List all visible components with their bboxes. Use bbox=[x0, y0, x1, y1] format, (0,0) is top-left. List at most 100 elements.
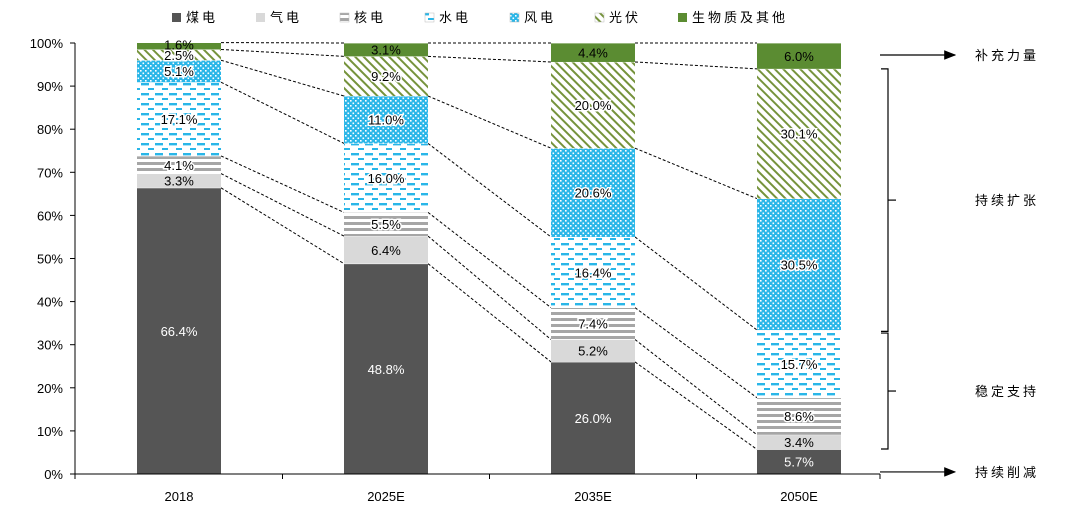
x-tick-label: 2035E bbox=[574, 489, 612, 504]
bar-segment-solar-2025e bbox=[344, 56, 428, 97]
bar-segment-bio-2035e bbox=[551, 43, 635, 62]
connector-line-nuclear bbox=[427, 211, 552, 309]
y-tick-label: 30% bbox=[37, 338, 63, 353]
data-label-coal-2050e: 5.7% bbox=[784, 455, 814, 470]
data-label-bio-2050e: 6.0% bbox=[784, 49, 814, 64]
data-label-nuclear-2050e: 8.6% bbox=[784, 409, 814, 424]
bar-segment-hydro-2018 bbox=[137, 82, 221, 156]
y-tick-label: 80% bbox=[37, 122, 63, 137]
data-label-wind-2018: 5.1% bbox=[164, 64, 194, 79]
legend-swatch-hydro bbox=[424, 12, 435, 23]
y-tick-label: 50% bbox=[37, 252, 63, 267]
bar-segment-bio-2018 bbox=[137, 42, 221, 50]
bar-segment-wind-2025e bbox=[344, 96, 428, 144]
y-tick-label: 100% bbox=[30, 36, 64, 51]
data-label-nuclear-2025e: 5.5% bbox=[371, 217, 401, 232]
bracket-stable bbox=[881, 332, 889, 450]
connector-line-hydro bbox=[220, 81, 345, 144]
data-label-hydro-2050e: 15.7% bbox=[781, 357, 818, 372]
data-label-hydro-2035e: 16.4% bbox=[575, 265, 612, 280]
bar-segment-solar-2018 bbox=[137, 49, 221, 61]
data-label-nuclear-2035e: 7.4% bbox=[578, 317, 608, 332]
y-axis: 0% 10% 20% 30% 40% 50% 60% 70% 80% 90% 100% bbox=[30, 36, 76, 482]
data-label-solar-2025e: 9.2% bbox=[371, 69, 401, 84]
data-label-coal-2035e: 26.0% bbox=[575, 411, 612, 426]
connector-line-solar bbox=[427, 55, 552, 63]
data-label-hydro-2018: 17.1% bbox=[161, 112, 198, 127]
data-label-wind-2035e: 20.6% bbox=[575, 186, 612, 201]
bar-segment-wind-2050e bbox=[757, 198, 841, 331]
connector-line-solar bbox=[634, 61, 758, 70]
bar-segment-coal-2025e bbox=[344, 263, 428, 474]
connector-line-coal bbox=[427, 263, 552, 363]
legend-swatch-gas bbox=[256, 13, 265, 22]
connector-line-hydro bbox=[427, 143, 552, 238]
legend-label-hydro: 水电 bbox=[439, 11, 471, 26]
legend-label-wind: 风电 bbox=[524, 11, 556, 26]
legend-label-nuclear: 核电 bbox=[354, 11, 386, 26]
connector-lines bbox=[220, 42, 758, 450]
data-label-solar-2050e: 30.1% bbox=[781, 127, 818, 142]
legend-label-bio: 生物质及其他 bbox=[692, 11, 788, 26]
connector-line-nuclear bbox=[634, 307, 758, 399]
data-label-gas-2025e: 6.4% bbox=[371, 243, 401, 258]
bar-segment-nuclear-2018 bbox=[137, 155, 221, 174]
connector-line-solar bbox=[220, 48, 345, 57]
connector-line-gas bbox=[427, 235, 552, 340]
data-label-coal-2025e: 48.8% bbox=[368, 362, 405, 377]
x-tick-label: 2018 bbox=[165, 489, 194, 504]
connector-line-coal bbox=[220, 187, 345, 265]
data-label-gas-2035e: 5.2% bbox=[578, 344, 608, 359]
bar-segment-gas-2025e bbox=[344, 236, 428, 264]
data-label-solar-2035e: 20.0% bbox=[575, 98, 612, 113]
legend-swatch-solar bbox=[594, 12, 605, 23]
connector-line-wind bbox=[427, 95, 552, 149]
annotation-expand: 持续扩张 bbox=[975, 194, 1039, 209]
y-tick-label: 60% bbox=[37, 208, 63, 223]
bar-segment-coal-2050e bbox=[757, 449, 841, 474]
legend-label-solar: 光伏 bbox=[609, 11, 641, 26]
data-label-bio-2018: 1.6% bbox=[164, 38, 194, 53]
bar-segment-gas-2018 bbox=[137, 173, 221, 188]
bar-segment-coal-2018 bbox=[137, 187, 221, 475]
y-tick-label: 40% bbox=[37, 295, 63, 310]
legend-swatch-bio bbox=[678, 13, 687, 22]
connector-line-gas bbox=[220, 173, 345, 237]
y-tick-label: 0% bbox=[44, 467, 63, 482]
y-tick-label: 20% bbox=[37, 381, 63, 396]
connector-line-coal bbox=[634, 361, 758, 450]
bar-segment-hydro-2025e bbox=[344, 143, 428, 213]
x-axis: 2018 2025E 2035E 2050E bbox=[74, 473, 881, 504]
data-label-coal-2018: 66.4% bbox=[161, 324, 198, 339]
data-label-wind-2025e: 11.0% bbox=[368, 113, 404, 128]
connector-line-nuclear bbox=[220, 155, 345, 213]
bar-segment-solar-2035e bbox=[551, 61, 635, 149]
data-label-solar-2018: 2.5% bbox=[164, 48, 194, 63]
y-tick-label: 10% bbox=[37, 424, 63, 439]
data-label-bio-2025e: 3.1% bbox=[371, 43, 401, 58]
bar-segment-bio-2025e bbox=[344, 43, 428, 57]
data-label-hydro-2025e: 16.0% bbox=[368, 171, 405, 186]
bar-segment-hydro-2050e bbox=[757, 330, 841, 398]
legend-swatch-coal bbox=[172, 13, 181, 22]
annotation-reduce: 持续削减 bbox=[975, 466, 1039, 481]
connector-line-wind bbox=[220, 59, 345, 97]
bar-segment-solar-2050e bbox=[757, 68, 841, 199]
bar-segment-gas-2050e bbox=[757, 434, 841, 450]
y-tick-label: 90% bbox=[37, 79, 63, 94]
legend-swatch-nuclear bbox=[339, 12, 350, 23]
connector-line-hydro bbox=[634, 236, 758, 331]
bar-segment-nuclear-2035e bbox=[551, 307, 635, 340]
bar-segment-hydro-2035e bbox=[551, 236, 635, 308]
data-label-wind-2050e: 30.5% bbox=[781, 257, 818, 272]
connector-line-gas bbox=[634, 339, 758, 436]
bar-segment-bio-2050e bbox=[757, 43, 841, 69]
annotation-supplement: 补充力量 bbox=[975, 48, 1039, 64]
y-tick-label: 70% bbox=[37, 165, 63, 180]
bar-segment-wind-2035e bbox=[551, 148, 635, 237]
bar-segment-nuclear-2025e bbox=[344, 212, 428, 237]
bar-segment-nuclear-2050e bbox=[757, 397, 841, 435]
bar-segment-coal-2035e bbox=[551, 361, 635, 474]
